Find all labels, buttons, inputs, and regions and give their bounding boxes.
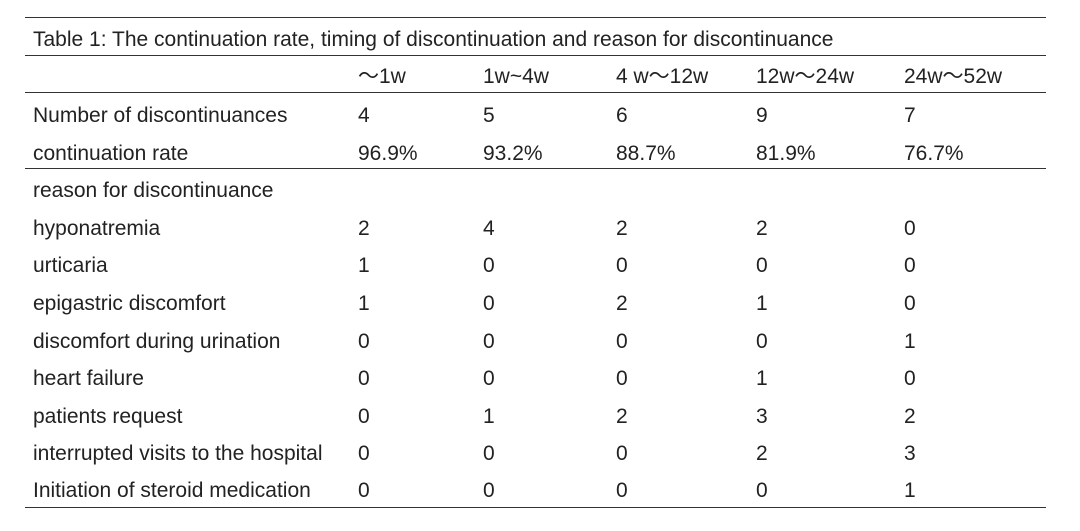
table-cell: 0	[358, 330, 370, 353]
table-row: Number of discontinuances 4 5 6 9 7	[25, 97, 1046, 135]
table-cell: 0	[756, 479, 768, 502]
table-cell: 0	[483, 442, 495, 465]
table-row: Initiation of steroid medication 0 0 0 0…	[25, 472, 1046, 510]
table-row: hyponatremia 2 4 2 2 0	[25, 210, 1046, 248]
table-row: interrupted visits to the hospital 0 0 0…	[25, 435, 1046, 473]
row-label: hyponatremia	[33, 217, 161, 240]
table-cell: 0	[904, 217, 916, 240]
row-label: heart failure	[33, 367, 144, 390]
table-cell: 4	[358, 104, 370, 127]
table-cell: 0	[483, 292, 495, 315]
table-cell: 2	[756, 442, 768, 465]
caption-rule	[25, 55, 1046, 56]
table-cell: 3	[904, 442, 916, 465]
column-header-12w-24w: 12w～24w	[756, 65, 855, 88]
table-cell: 0	[756, 330, 768, 353]
table-cell: 2	[904, 405, 916, 428]
table-cell: 0	[616, 367, 628, 390]
table-cell: 0	[904, 367, 916, 390]
table-cell: 0	[483, 254, 495, 277]
table-cell: 2	[616, 292, 628, 315]
table-cell: 2	[616, 217, 628, 240]
row-label: urticaria	[33, 254, 108, 277]
table-cell: 0	[358, 405, 370, 428]
table-cell: 2	[756, 217, 768, 240]
table-cell: 6	[616, 104, 628, 127]
table-cell: 2	[616, 405, 628, 428]
row-label: epigastric discomfort	[33, 292, 226, 315]
table-cell: 0	[483, 330, 495, 353]
table-cell: 88.7%	[616, 142, 676, 165]
row-label: patients request	[33, 405, 183, 428]
table-cell: 0	[358, 479, 370, 502]
table-cell: 7	[904, 104, 916, 127]
table-caption: Table 1: The continuation rate, timing o…	[33, 28, 834, 51]
section-rule	[25, 168, 1046, 169]
table-top-rule	[25, 17, 1046, 18]
header-rule	[25, 92, 1046, 93]
table-cell: 1	[358, 292, 370, 315]
table-cell: 1	[358, 254, 370, 277]
table-cell: 76.7%	[904, 142, 964, 165]
table-cell: 4	[483, 217, 495, 240]
table-cell: 1	[756, 367, 768, 390]
table-cell: 3	[756, 405, 768, 428]
table-cell: 0	[616, 442, 628, 465]
table-cell: 5	[483, 104, 495, 127]
table-cell: 1	[904, 330, 916, 353]
table-cell: 81.9%	[756, 142, 816, 165]
table-cell: 0	[756, 254, 768, 277]
column-header-4w-12w: 4 w～12w	[616, 65, 709, 88]
table-row: discomfort during urination 0 0 0 0 1	[25, 323, 1046, 361]
table-cell: 0	[483, 479, 495, 502]
row-label: continuation rate	[33, 142, 189, 165]
table-cell: 0	[616, 254, 628, 277]
row-label: interrupted visits to the hospital	[33, 442, 323, 465]
table-row: heart failure 0 0 0 1 0	[25, 360, 1046, 398]
section-label: reason for discontinuance	[33, 179, 274, 202]
table-row: patients request 0 1 2 3 2	[25, 398, 1046, 436]
table-cell: 0	[483, 367, 495, 390]
section-header-row: reason for discontinuance	[25, 172, 1046, 210]
table-cell: 1	[904, 479, 916, 502]
row-label: Number of discontinuances	[33, 104, 288, 127]
table-cell: 0	[616, 330, 628, 353]
table-cell: 0	[904, 254, 916, 277]
column-header-1w: ～1w	[358, 65, 406, 88]
table-row: continuation rate 96.9% 93.2% 88.7% 81.9…	[25, 135, 1046, 173]
table-cell: 1	[483, 405, 495, 428]
table-bottom-rule	[25, 507, 1046, 508]
table-cell: 2	[358, 217, 370, 240]
table-cell: 0	[358, 367, 370, 390]
table-cell: 9	[756, 104, 768, 127]
table-cell: 0	[358, 442, 370, 465]
table-cell: 93.2%	[483, 142, 543, 165]
header-row: ～1w 1w~4w 4 w～12w 12w～24w 24w～52w	[25, 58, 1046, 96]
table-cell: 0	[616, 479, 628, 502]
row-label: discomfort during urination	[33, 330, 281, 353]
table-row: epigastric discomfort 1 0 2 1 0	[25, 285, 1046, 323]
table-cell: 0	[904, 292, 916, 315]
table-row: urticaria 1 0 0 0 0	[25, 247, 1046, 285]
row-label: Initiation of steroid medication	[33, 479, 311, 502]
table-cell: 96.9%	[358, 142, 418, 165]
column-header-24w-52w: 24w～52w	[904, 65, 1003, 88]
table-cell: 1	[756, 292, 768, 315]
column-header-1w-4w: 1w~4w	[483, 65, 549, 88]
